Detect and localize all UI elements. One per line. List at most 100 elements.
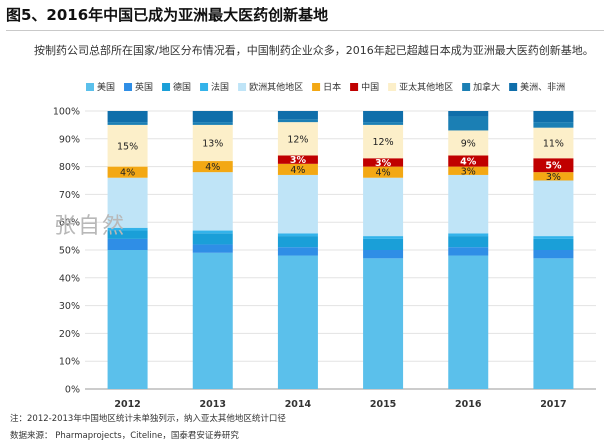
bar-segment — [448, 111, 489, 117]
legend-label: 英国 — [135, 81, 153, 93]
legend-label: 欧洲其他地区 — [249, 81, 303, 93]
data-label: 3% — [290, 155, 307, 166]
bar-segment — [107, 166, 148, 178]
data-label: 5% — [545, 161, 562, 172]
bar-segment — [363, 250, 404, 259]
data-label: 9% — [461, 138, 476, 149]
bar-segment — [192, 111, 233, 123]
bar-segment — [533, 258, 574, 389]
bar-segment — [533, 236, 574, 239]
bar-segment — [192, 252, 233, 389]
bar-segment — [192, 122, 233, 125]
y-tick-label: 100% — [53, 107, 80, 118]
bar-segment — [107, 177, 148, 228]
legend-swatch — [388, 83, 397, 91]
chart-description: 按制药公司总部所在国家/地区分布情况看，中国制药企业众多，2016年起已超越日本… — [34, 44, 594, 57]
bar-segment — [277, 233, 318, 237]
legend-label: 美国 — [97, 81, 115, 93]
bar-segment — [363, 258, 404, 389]
y-tick-label: 30% — [59, 301, 80, 312]
data-label: 4% — [120, 168, 135, 179]
data-label: 3% — [461, 166, 476, 177]
bar-segment — [363, 124, 404, 159]
data-label: 12% — [287, 134, 308, 145]
x-tick-label: 2014 — [285, 399, 312, 410]
bar-segment — [533, 250, 574, 259]
bar-segment — [277, 247, 318, 256]
legend-swatch — [312, 83, 321, 91]
y-tick-label: 20% — [59, 329, 80, 340]
data-label: 4% — [290, 165, 305, 176]
bar-segment — [192, 230, 233, 234]
legend-label: 加拿大 — [473, 81, 500, 93]
legend-label: 美洲、非洲 — [520, 81, 565, 93]
bar-segment — [363, 177, 404, 237]
page-title: 图5、2016年中国已成为亚洲最大医药创新基地 — [6, 6, 329, 24]
legend-swatch — [238, 83, 247, 91]
y-tick-label: 10% — [59, 357, 80, 368]
data-label: 15% — [117, 141, 138, 152]
bar-segment — [448, 233, 489, 237]
x-tick-label: 2013 — [200, 399, 226, 410]
legend-label: 亚太其他地区 — [399, 81, 453, 93]
legend-swatch — [86, 83, 94, 91]
legend-label: 日本 — [323, 81, 341, 93]
bar-segment — [533, 122, 574, 128]
bar-segment — [363, 158, 404, 167]
y-tick-label: 60% — [59, 218, 80, 229]
bar-segment — [448, 236, 489, 248]
bar-segment — [533, 238, 574, 250]
x-tick-label: 2012 — [114, 399, 140, 410]
bar-segment — [448, 130, 489, 156]
legend-swatch — [162, 83, 171, 91]
data-label: 4% — [205, 162, 220, 173]
bar-segment — [448, 116, 489, 131]
bar-segment — [363, 122, 404, 125]
bar-segment — [107, 227, 148, 231]
bar-segment — [448, 247, 489, 256]
title-divider — [6, 30, 604, 31]
bar-segment — [277, 163, 318, 175]
bar-segment — [448, 255, 489, 389]
bar-segment — [107, 124, 148, 167]
data-label: 3% — [375, 158, 392, 169]
bar-segment — [533, 158, 574, 173]
bar-segment — [277, 122, 318, 156]
legend-swatch — [462, 83, 471, 91]
bar-segment — [192, 172, 233, 231]
x-tick-label: 2017 — [540, 399, 566, 410]
bar-segment — [192, 161, 233, 173]
bar-segment — [277, 155, 318, 164]
bar-segment — [107, 122, 148, 125]
bar-segment — [448, 166, 489, 175]
y-tick-label: 0% — [65, 385, 80, 396]
bar-segment — [277, 111, 318, 120]
bar-segment — [363, 236, 404, 239]
y-tick-label: 70% — [59, 190, 80, 201]
bar-segment — [533, 172, 574, 181]
data-label: 4% — [376, 168, 391, 179]
bar-segment — [192, 233, 233, 245]
bar-segment — [363, 166, 404, 178]
bar-segment — [107, 230, 148, 239]
data-label: 13% — [202, 138, 223, 149]
bar-segment — [192, 124, 233, 162]
bar-segment — [448, 174, 489, 234]
bar-segment — [277, 119, 318, 123]
legend-label: 德国 — [173, 81, 191, 93]
bar-segment — [277, 255, 318, 389]
chart-note: 注：2012-2013年中国地区统计未单独列示，纳入亚太其他地区统计口径 — [10, 414, 286, 424]
data-label: 3% — [546, 172, 561, 183]
bar-segment — [363, 111, 404, 123]
bar-segment — [533, 127, 574, 159]
watermark-text: 张自然 — [54, 214, 127, 239]
bar-segment — [192, 244, 233, 253]
data-label: 12% — [373, 137, 394, 148]
data-source: 数据来源： Pharmaprojects，Citeline，国泰君安证券研究 — [10, 431, 239, 441]
legend-swatch — [350, 83, 359, 91]
legend-swatch — [509, 83, 518, 91]
bar-segment — [107, 238, 148, 250]
bar-segment — [533, 111, 574, 123]
bar-segment — [533, 180, 574, 237]
